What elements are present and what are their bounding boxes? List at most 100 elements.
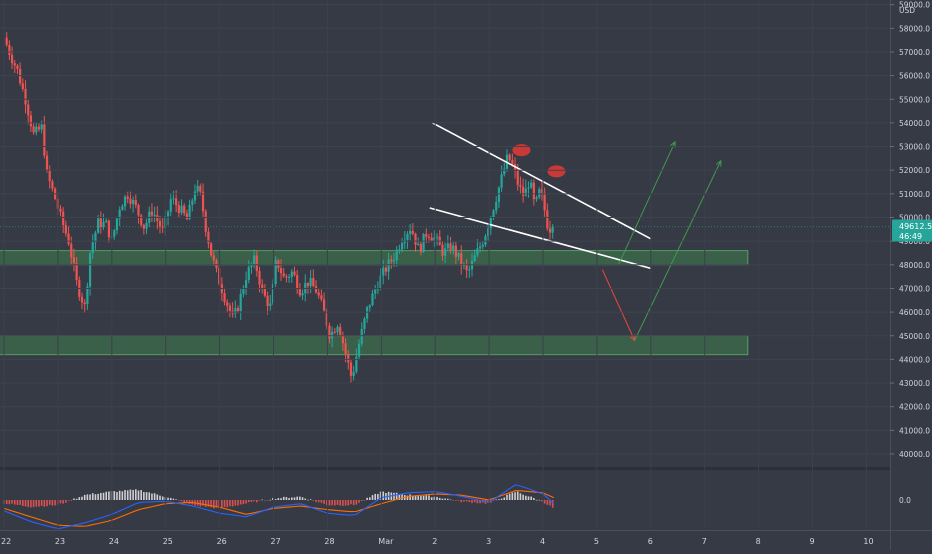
price-tick-label: 46000.0 [899,308,930,317]
candle-body [175,198,178,206]
macd-histogram-bar [425,495,428,500]
projection-arrow-line [601,269,636,341]
candle-body [255,255,258,272]
macd-histogram-bar [382,491,385,500]
price-tick-label: 47000.0 [899,284,930,293]
candle-body [441,244,444,256]
macd-histogram-bar [54,500,56,506]
candle-body [153,215,156,217]
price-axis[interactable]: 40000.0 41000.0 42000.0 43000.0 44000.0 45000… [0,1,930,505]
macd-histogram-bar [334,500,336,506]
candle-body [449,243,452,251]
time-tick-label: 8 [756,537,761,546]
candle-body [201,191,205,212]
macd-histogram-bar [290,497,293,500]
candle-body [312,277,315,287]
macd-histogram-bar [169,497,172,500]
macd-histogram-bar [395,492,398,500]
macd-histogram-bar [269,499,272,501]
macd-histogram-bar [156,494,159,500]
candle-body [500,174,503,188]
macd-histogram-bar [549,500,551,506]
candle-body [99,218,102,228]
macd-histogram-bar [409,494,411,500]
candle-body [535,197,538,200]
candle-body [40,124,43,130]
candle-body [196,185,199,192]
candle-body [363,318,366,330]
macd-histogram-bar [444,498,446,500]
candle-body [8,44,11,55]
macd-histogram-bar [207,500,210,507]
price-tick-label: 42000.0 [899,403,930,412]
candle-body [317,292,320,296]
macd-histogram-bar [352,500,355,506]
candle-body [158,220,162,227]
candle-body [425,234,428,237]
candle-body [126,196,129,199]
price-tick-label: 41000.0 [899,426,930,435]
macd-histogram-bar [70,500,73,501]
macd-histogram-bar [102,492,105,500]
candle-body [382,267,385,276]
candle-body [244,280,248,289]
candle-body [19,68,22,84]
macd-histogram-bar [447,498,449,500]
candle-body [183,205,186,214]
candle-body [62,211,65,226]
macd-histogram-bar [134,489,137,500]
macd-histogram-bar [541,500,543,502]
time-axis[interactable]: 22 23 24 25 26 27 28 Mar 2 3 4 5 6 7 8 9 10 [1,0,874,546]
macd-histogram-bar [412,495,414,500]
candle-body [546,210,549,229]
candle-body [366,307,369,319]
time-tick-label: 3 [486,537,491,546]
macd-histogram-bar [221,500,223,509]
macd-histogram-bar [67,500,70,501]
macd-histogram-bar [363,500,366,501]
macd-histogram-bar [159,495,161,500]
macd-histogram-bar [498,499,500,500]
macd-histogram-bar [140,490,142,500]
price-tick-label: 40000.0 [899,450,930,459]
candle-body [5,37,8,45]
candle-body [86,286,89,305]
macd-histogram-bar [350,500,352,505]
candle-body [309,277,312,286]
macd-histogram-bar [355,500,358,505]
candle-body [132,200,135,204]
macd-histogram-bar [519,493,522,500]
candle-body [352,371,355,376]
macd-histogram-bar [178,500,180,501]
macd-histogram-bar [132,489,134,500]
macd-histogram-bar [315,500,317,502]
candle-body [212,255,215,261]
macd-histogram-bar [89,494,91,500]
macd-histogram-bar [460,500,463,503]
macd-histogram-bar [148,492,151,500]
macd-histogram-bar [288,498,290,500]
macd-histogram-bar [62,500,64,504]
candle-body [258,271,261,285]
macd-histogram-bar [258,500,261,501]
candle-body [379,275,382,289]
macd-histogram-bar [379,491,382,500]
time-tick-label: 10 [863,537,873,546]
time-tick-label: 7 [702,537,707,546]
candle-body [64,225,67,234]
candle-body [519,184,522,187]
macd-histogram-bar [22,500,24,506]
macd-histogram-bar [253,500,255,502]
macd-histogram-bar [492,500,495,501]
candle-body [492,210,495,218]
candle-body [285,276,288,278]
candle-body [70,243,73,258]
candle-body [228,305,232,312]
candle-body [121,206,124,210]
candle-body [349,362,353,376]
macd-histogram-bar [551,500,554,508]
macd-histogram-bar [285,497,288,500]
macd-histogram-bar [358,500,360,503]
macd-histogram-bar [323,500,325,504]
